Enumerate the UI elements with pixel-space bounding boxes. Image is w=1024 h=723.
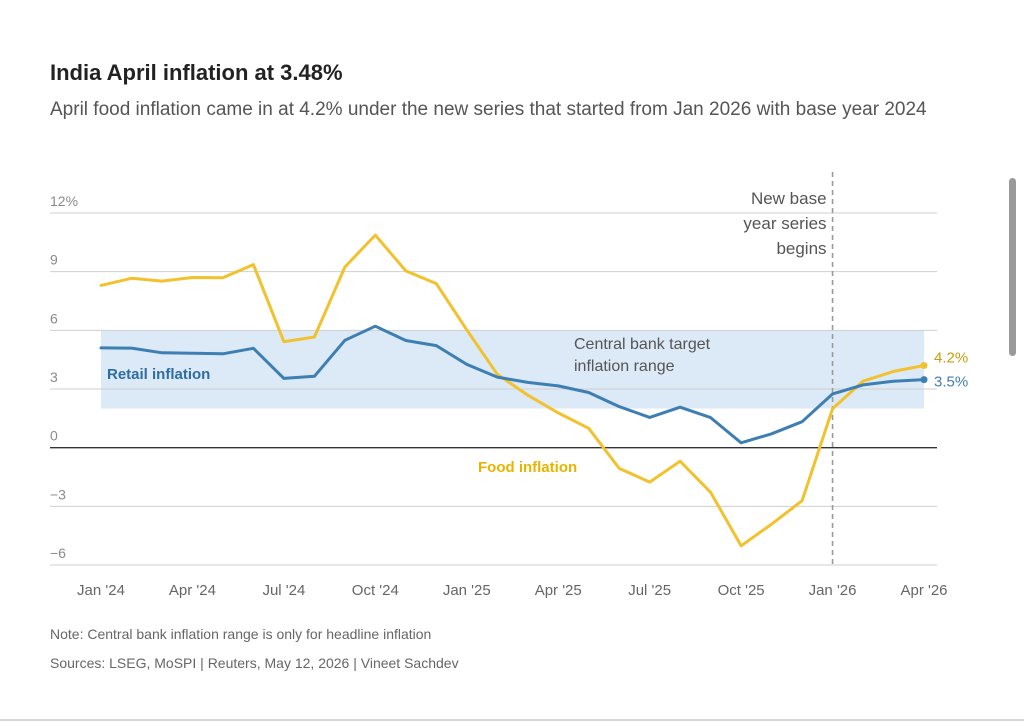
inflation-line-chart: 12% 9 6 3 0 −3 −6 Jan '24 Apr '24 Jul '24 Oct '24 J… [50,172,968,599]
new-series-annotation: begins [776,239,826,258]
retail-inflation-line [99,324,926,445]
x-tick-label: Apr '25 [535,582,582,599]
x-tick-label: Oct '24 [352,582,399,599]
chart-note: Note: Central bank inflation range is on… [50,626,432,642]
target-range-label: Central bank target [574,336,711,353]
retail-end-value-label: 3.5% [934,374,968,391]
x-tick-label: Jan '24 [77,582,125,599]
food-end-point [920,362,928,370]
y-tick-label: −3 [50,486,66,502]
x-tick-label: Oct '25 [718,582,765,599]
x-tick-label: Apr '26 [900,582,947,599]
food-inflation-label: Food inflation [478,459,577,476]
y-tick-label: 6 [50,310,58,326]
y-tick-label: 0 [50,428,58,444]
new-series-annotation: New base [751,189,827,208]
retail-end-point [920,376,928,384]
x-tick-label: Jan '25 [443,582,491,599]
chart-title: India April inflation at 3.48% [50,60,343,85]
target-range-band [101,330,924,409]
vertical-scrollbar[interactable] [1009,178,1016,356]
chart-sources: Sources: LSEG, MoSPI | Reuters, May 12, … [50,655,459,671]
y-tick-label: 3 [50,369,58,385]
chart-subtitle: April food inflation came in at 4.2% und… [50,99,927,120]
new-series-annotation: year series [743,214,826,233]
x-tick-label: Apr '24 [169,582,216,599]
x-tick-label: Jan '26 [809,582,857,599]
y-tick-label: 9 [50,252,58,268]
y-tick-label: 12% [50,193,78,209]
y-tick-label: −6 [50,545,66,561]
x-tick-label: Jul '24 [262,582,305,599]
retail-inflation-label: Retail inflation [107,366,210,383]
food-end-value-label: 4.2% [934,350,968,367]
x-tick-label: Jul '25 [628,582,671,599]
food-inflation-line [99,233,926,548]
target-range-label: inflation range [574,358,675,375]
bottom-divider [0,719,1024,721]
